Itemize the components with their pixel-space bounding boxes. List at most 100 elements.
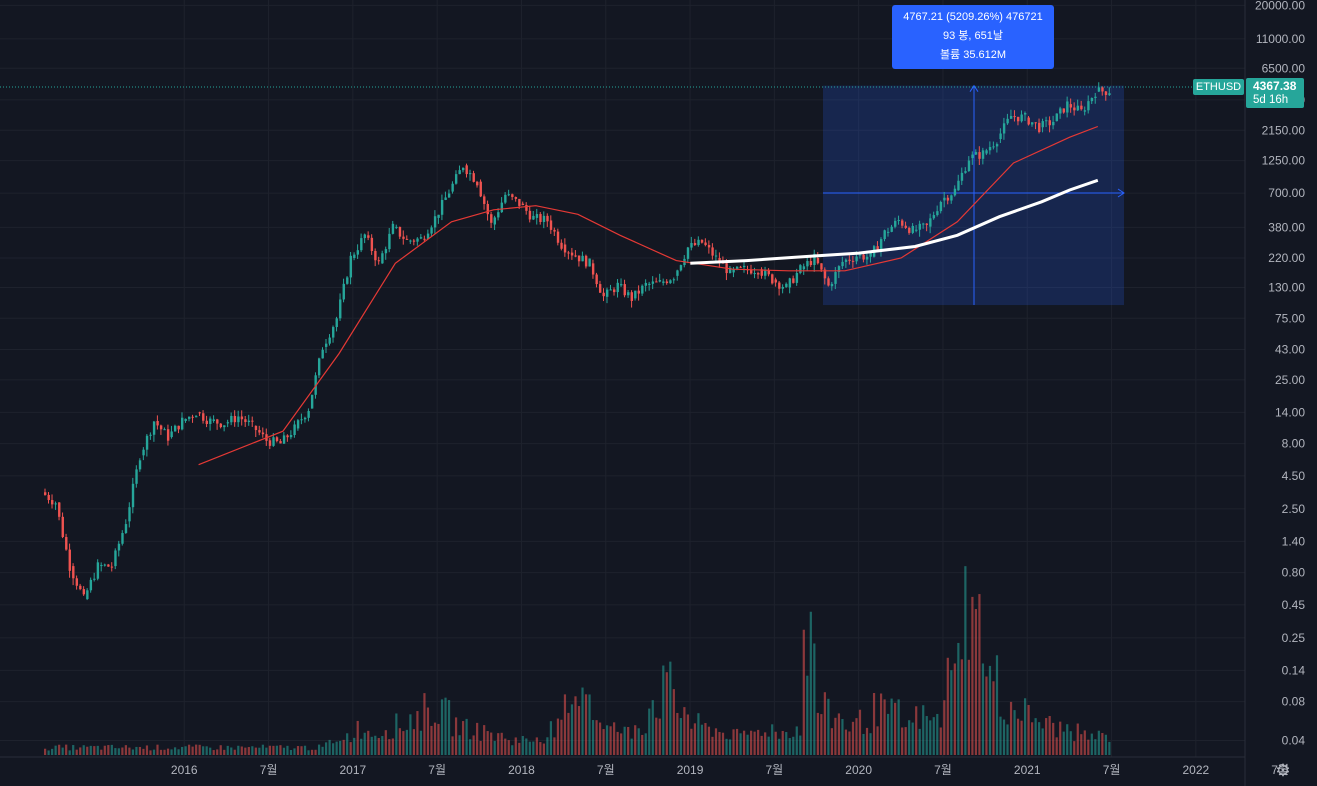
volume-bar: [655, 717, 658, 755]
volume-bar: [634, 725, 637, 755]
volume-bar: [107, 745, 110, 755]
candle: [198, 411, 201, 417]
candle: [844, 258, 848, 268]
gear-icon[interactable]: ⚙: [1275, 761, 1291, 781]
candle: [911, 223, 914, 235]
candle: [922, 222, 925, 229]
volume-bar: [416, 711, 419, 755]
candle: [65, 533, 68, 551]
candle: [356, 244, 360, 259]
volume-bar: [152, 749, 156, 755]
volume-bar: [96, 745, 99, 755]
volume-bar: [275, 745, 279, 755]
candle: [163, 427, 166, 431]
candle: [1052, 115, 1055, 130]
volume-bar: [490, 732, 493, 755]
candle: [658, 273, 662, 283]
candle: [289, 430, 293, 440]
volume-bar: [556, 718, 560, 755]
volume-bar: [620, 733, 623, 755]
volume-bar: [637, 728, 640, 755]
candle: [353, 252, 356, 261]
volume-bar: [254, 747, 257, 755]
candle: [395, 224, 398, 230]
volume-bar: [54, 745, 57, 755]
y-tick-label: 1.40: [1282, 534, 1306, 548]
volume-bar: [314, 749, 317, 755]
candle: [651, 276, 655, 290]
candle: [848, 255, 851, 265]
volume-bar: [296, 746, 300, 755]
volume-bar: [662, 665, 665, 755]
candle: [577, 255, 581, 267]
measure-range-box: [823, 84, 1125, 306]
candle: [953, 185, 957, 197]
volume-bar: [293, 748, 296, 755]
volume-bar: [328, 739, 331, 755]
x-tick-label: 2018: [508, 763, 535, 777]
candle: [876, 241, 879, 251]
volume-bar: [1069, 731, 1072, 755]
candle: [398, 226, 402, 240]
candle: [493, 215, 496, 231]
candle: [841, 256, 844, 270]
volume-bar: [577, 706, 581, 755]
candle: [251, 416, 254, 427]
volume-bar: [1045, 718, 1048, 755]
volume-bar: [841, 719, 844, 755]
candle: [437, 214, 440, 224]
candle: [247, 414, 251, 426]
candle: [370, 234, 374, 255]
candle: [131, 477, 135, 514]
candle: [1062, 108, 1066, 114]
volume-bar: [135, 746, 138, 755]
volume-bar: [904, 727, 907, 755]
candle: [894, 217, 897, 229]
volume-bar: [286, 745, 289, 755]
volume-bar: [894, 702, 897, 755]
volume-bar: [1048, 716, 1051, 755]
x-tick-label: 2019: [677, 763, 704, 777]
candle: [388, 227, 391, 253]
candle: [584, 254, 588, 269]
volume-bar: [166, 748, 170, 755]
candle: [1066, 96, 1069, 118]
volume-bar: [1090, 733, 1093, 755]
candle: [1048, 116, 1051, 133]
candle: [574, 250, 577, 258]
volume-bar: [890, 698, 893, 755]
volume-bar: [802, 629, 805, 755]
volume-bar: [542, 743, 545, 755]
candle: [145, 434, 149, 457]
candle: [1073, 102, 1076, 116]
candle: [718, 252, 721, 268]
candle: [883, 229, 886, 242]
candle: [82, 586, 86, 596]
candle: [669, 279, 672, 285]
volume-bar: [679, 718, 682, 755]
volume-bar: [918, 728, 921, 755]
candle: [1087, 95, 1090, 114]
price-axis: 20000.0011000.006500.003700.002150.00125…: [1245, 0, 1317, 786]
volume-bar: [630, 738, 633, 755]
volume-bar: [237, 745, 240, 755]
candle: [946, 195, 950, 205]
y-tick-label: 1250.00: [1262, 154, 1306, 168]
volume-bar: [795, 726, 798, 755]
candle: [465, 163, 468, 178]
volume-bar: [953, 663, 956, 755]
volume-bar: [732, 729, 735, 755]
candle: [124, 519, 128, 534]
candle: [423, 235, 426, 243]
volume-bar: [711, 736, 714, 755]
candle: [156, 415, 159, 430]
y-tick-label: 14.00: [1275, 405, 1305, 419]
volume-bar: [897, 699, 900, 755]
volume-bar: [261, 744, 264, 755]
volume-bar: [1062, 731, 1065, 755]
volume-bar: [788, 738, 791, 755]
candle: [904, 221, 907, 229]
volume-bar: [353, 737, 356, 755]
candle: [728, 266, 732, 274]
